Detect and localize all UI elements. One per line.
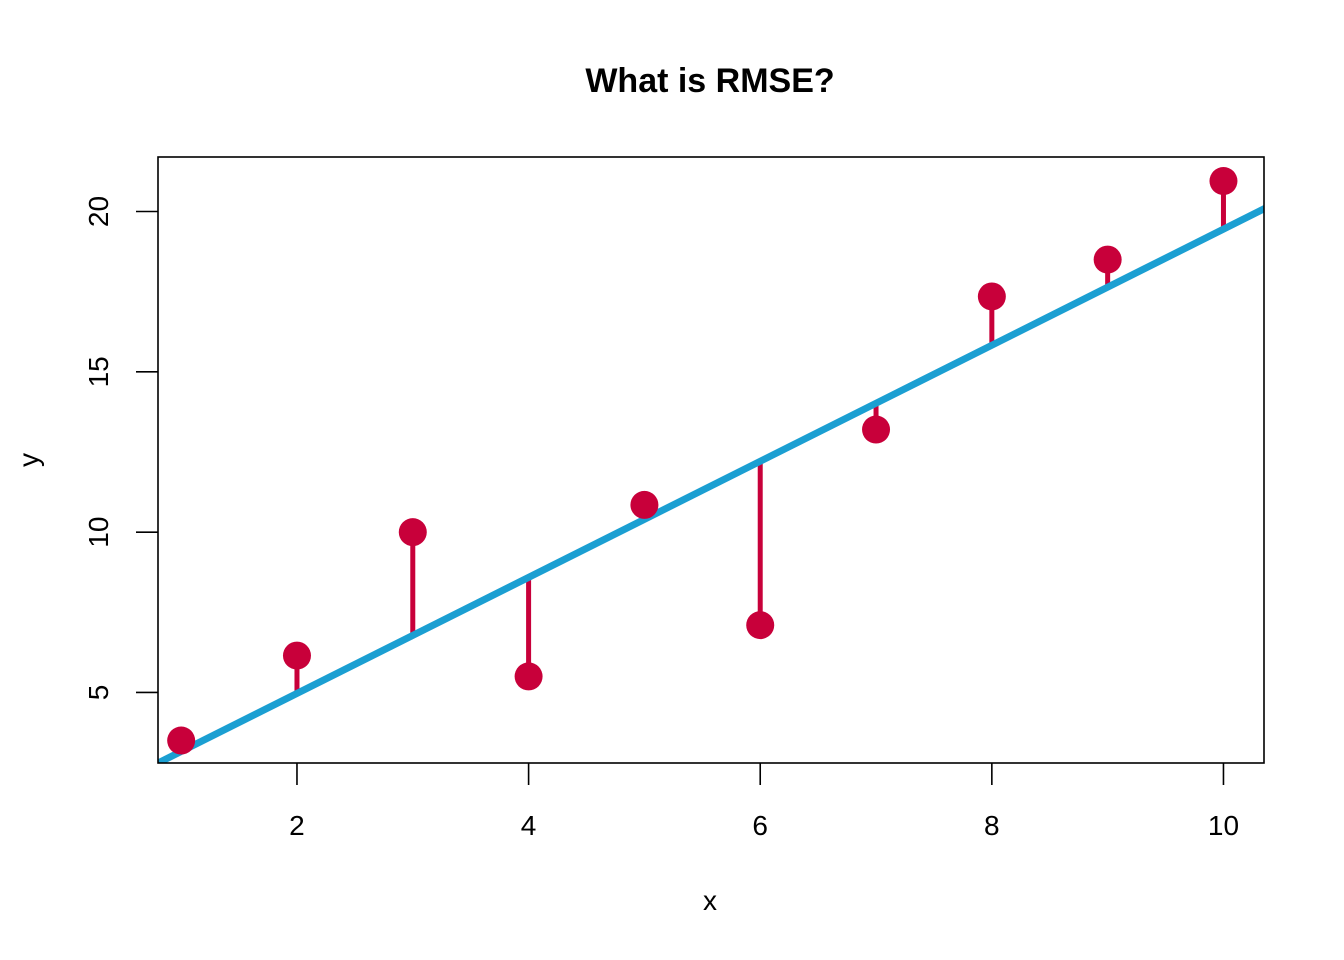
plot-area <box>158 181 1264 763</box>
x-axis: 2 4 6 8 10 <box>289 763 1239 841</box>
x-axis-label: x <box>703 885 717 916</box>
data-point <box>862 415 891 444</box>
data-point <box>630 490 659 519</box>
y-tick-label: 5 <box>83 685 114 701</box>
data-points <box>167 167 1238 755</box>
x-tick-label: 6 <box>752 810 768 841</box>
data-point <box>1209 167 1238 196</box>
y-tick-label: 15 <box>83 356 114 387</box>
data-point <box>398 518 427 547</box>
y-tick-label: 20 <box>83 196 114 227</box>
y-tick-label: 10 <box>83 517 114 548</box>
data-point <box>977 282 1006 311</box>
chart-title: What is RMSE? <box>585 62 834 100</box>
x-tick-label: 8 <box>984 810 1000 841</box>
data-point <box>1093 245 1122 274</box>
regression-line <box>158 204 1264 763</box>
data-point <box>167 726 196 755</box>
x-tick-label: 10 <box>1208 810 1239 841</box>
data-point <box>514 662 543 691</box>
x-tick-label: 4 <box>521 810 537 841</box>
y-axis-label: y <box>13 453 44 467</box>
plot-frame <box>157 156 1265 764</box>
y-axis: 5 10 15 20 <box>83 196 158 700</box>
data-point <box>746 611 775 640</box>
x-tick-label: 2 <box>289 810 305 841</box>
data-point <box>282 641 311 670</box>
